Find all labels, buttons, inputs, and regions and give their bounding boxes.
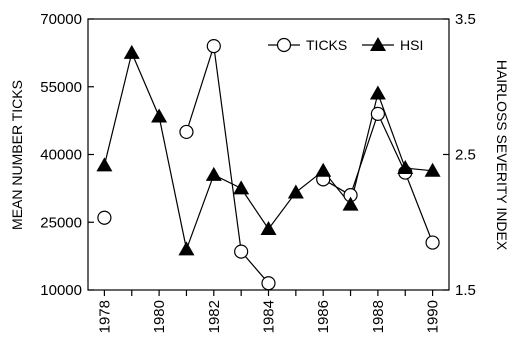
y-right-tick-label: 3.5 (455, 11, 476, 28)
y-left-tick-label: 10000 (40, 282, 82, 299)
hsi-point (178, 241, 195, 256)
x-tick-label: 1984 (261, 300, 278, 333)
hsi-point (342, 196, 359, 211)
plot-frame (87, 18, 450, 291)
ticks-point (97, 210, 112, 225)
y-right-tick-label: 1.5 (455, 282, 476, 299)
y-left-tick-label: 55000 (40, 79, 82, 96)
ticks-point (234, 244, 249, 259)
legend-hsi-label: HSI (400, 37, 423, 53)
x-tick-label: 1986 (315, 300, 332, 333)
hsi-point (233, 180, 250, 195)
y-left-tick-label: 25000 (40, 214, 82, 231)
y-axis-left-title: MEAN NUMBER TICKS (9, 80, 25, 230)
x-tick-label: 1980 (151, 300, 168, 333)
series-ticks-line (185, 45, 269, 284)
legend-ticks-marker (276, 37, 292, 53)
series-hsi-line (103, 51, 433, 252)
hsi-point (260, 221, 277, 236)
series-layer (96, 38, 441, 291)
ticks-point (206, 38, 221, 54)
ticks-point (261, 276, 276, 291)
ticks-point (370, 106, 385, 121)
y-axis-right-title: HAIRLOSS SEVERITY INDEX (494, 60, 510, 251)
hsi-point (123, 44, 140, 59)
x-tick-label: 1978 (96, 300, 113, 333)
legend-hsi-marker (370, 37, 386, 51)
y-right-tick-label: 2.5 (455, 147, 476, 164)
ticks-point (425, 235, 440, 250)
hsi-point (287, 184, 304, 199)
x-tick-label: 1988 (370, 300, 387, 333)
axes: 10000 25000 40000 55000 70000 1.5 2.5 3.5 1978 19… (40, 11, 476, 333)
x-tick-label: 1990 (425, 300, 442, 333)
hsi-point (369, 85, 386, 100)
y-left-tick-label: 40000 (40, 147, 82, 164)
hsi-point (205, 166, 222, 181)
x-tick-label: 1982 (206, 300, 223, 333)
hsi-point (424, 162, 441, 177)
hsi-point (151, 108, 168, 123)
hsi-point (96, 157, 113, 172)
hsi-point (397, 160, 414, 175)
legend: TICKS HSI (268, 37, 423, 53)
ticks-point (179, 124, 194, 140)
legend-ticks-label: TICKS (306, 37, 347, 53)
hsi-point (315, 162, 332, 177)
y-left-tick-label: 70000 (40, 11, 82, 28)
series-ticks-line (322, 112, 434, 243)
